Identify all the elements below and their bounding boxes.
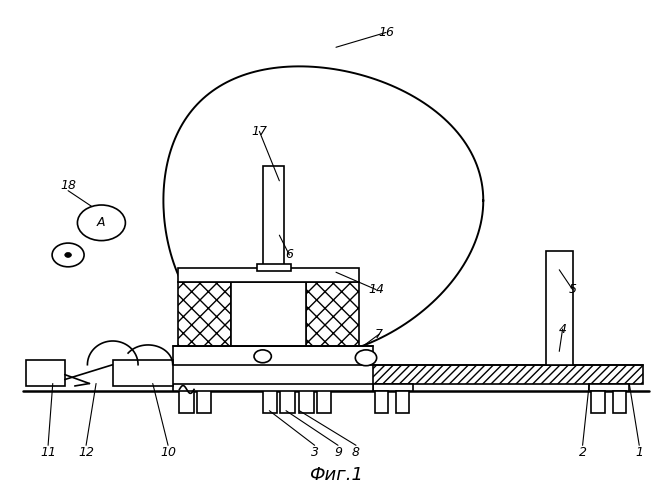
Text: 8: 8 — [352, 446, 360, 459]
Text: 9: 9 — [334, 446, 342, 459]
Bar — [373, 384, 413, 391]
Bar — [178, 282, 231, 346]
Circle shape — [77, 205, 126, 240]
Text: Фиг.1: Фиг.1 — [309, 466, 363, 484]
Circle shape — [254, 350, 271, 362]
Bar — [546, 251, 573, 364]
Text: 2: 2 — [579, 446, 587, 459]
Bar — [178, 268, 360, 281]
Bar — [591, 391, 605, 413]
Bar — [257, 264, 291, 271]
Text: 1: 1 — [635, 446, 643, 459]
Bar — [113, 360, 173, 386]
Bar — [179, 390, 194, 413]
Text: 6: 6 — [286, 248, 294, 262]
Bar — [173, 346, 373, 364]
Text: 17: 17 — [251, 125, 267, 138]
Bar — [197, 390, 212, 413]
Bar — [317, 390, 331, 413]
Text: 16: 16 — [378, 26, 394, 39]
Text: A: A — [97, 216, 106, 230]
Bar — [280, 390, 295, 413]
Text: 3: 3 — [310, 446, 319, 459]
Bar — [231, 282, 306, 346]
Bar — [373, 364, 642, 384]
Bar — [613, 391, 626, 413]
Circle shape — [65, 252, 71, 258]
Text: 4: 4 — [558, 322, 566, 336]
Bar — [299, 390, 314, 413]
Bar — [375, 391, 388, 413]
Text: 18: 18 — [60, 179, 76, 192]
Text: 5: 5 — [569, 283, 577, 296]
Bar — [173, 384, 373, 391]
Text: 10: 10 — [160, 446, 176, 459]
Text: 11: 11 — [40, 446, 56, 459]
Bar — [263, 166, 284, 268]
Text: 14: 14 — [368, 283, 384, 296]
Bar — [263, 390, 278, 413]
Circle shape — [355, 350, 376, 366]
Bar — [306, 282, 360, 346]
Text: 7: 7 — [376, 328, 383, 340]
Circle shape — [52, 243, 84, 267]
Bar — [26, 360, 65, 386]
Text: 12: 12 — [78, 446, 94, 459]
Bar — [589, 384, 629, 391]
Bar — [396, 391, 409, 413]
